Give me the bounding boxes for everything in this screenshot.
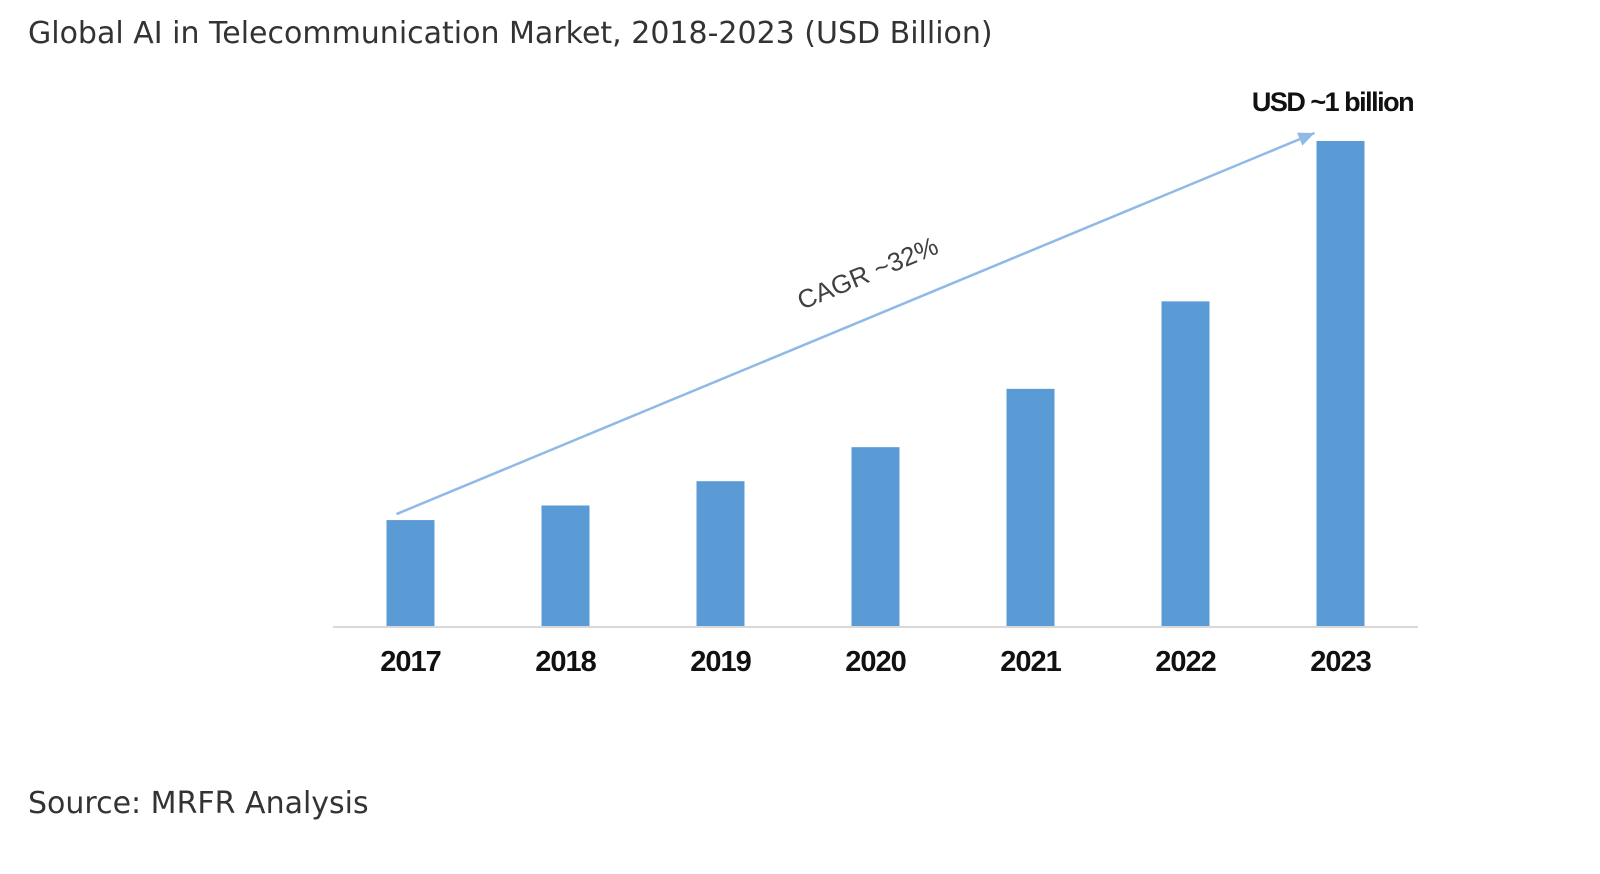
x-tick-label-2018: 2018 bbox=[535, 646, 596, 678]
x-tick-label-2022: 2022 bbox=[1155, 646, 1216, 678]
x-tick-label-2020: 2020 bbox=[845, 646, 906, 678]
bar-2020 bbox=[851, 447, 900, 627]
end-value-label: USD ~1 billion bbox=[1252, 87, 1413, 117]
x-tick-labels: 2017 2018 2019 2020 2021 2022 2023 bbox=[380, 646, 1372, 678]
bar-2021 bbox=[1006, 388, 1055, 627]
x-tick-label-2017: 2017 bbox=[380, 646, 441, 678]
x-tick-label-2019: 2019 bbox=[690, 646, 751, 678]
x-tick-label-2023: 2023 bbox=[1310, 646, 1371, 678]
cagr-arrowhead bbox=[1297, 132, 1315, 146]
bar-2017 bbox=[386, 520, 435, 627]
bar-2018 bbox=[541, 505, 590, 627]
bar-2023 bbox=[1316, 141, 1365, 627]
bar-2019 bbox=[696, 481, 745, 627]
source-note: Source: MRFR Analysis bbox=[28, 786, 369, 821]
x-tick-label-2021: 2021 bbox=[1000, 646, 1061, 678]
cagr-trend-arrow bbox=[396, 131, 1315, 516]
chart-title: Global AI in Telecommunication Market, 2… bbox=[28, 16, 993, 51]
cagr-label: CAGR ~32% bbox=[793, 230, 943, 315]
bar-2022 bbox=[1161, 301, 1210, 627]
bars-group bbox=[386, 141, 1365, 627]
